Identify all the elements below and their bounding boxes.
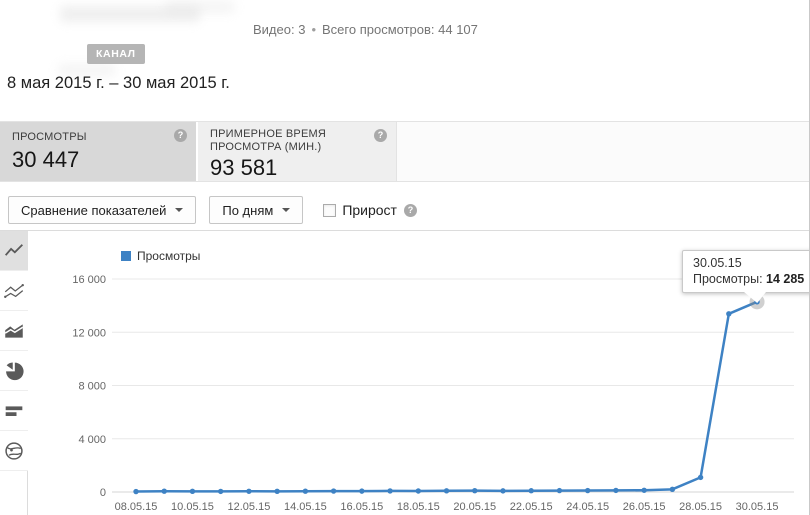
- dropdown-label: По дням: [222, 202, 274, 218]
- chart-type-pie-button[interactable]: [0, 351, 28, 391]
- chart-type-sidebar: [0, 231, 28, 515]
- chart-type-bar-button[interactable]: [0, 391, 28, 431]
- svg-text:12 000: 12 000: [72, 327, 106, 339]
- date-range-title[interactable]: 8 мая 2015 г. – 30 мая 2015 г.: [7, 74, 230, 92]
- chart-type-line-button[interactable]: [0, 231, 28, 271]
- pie-chart-icon: [6, 362, 24, 380]
- metric-card-watch-time[interactable]: ПРИМЕРНОЕ ВРЕМЯ ПРОСМОТРА (МИН.) 93 581 …: [198, 122, 396, 181]
- metric-value: 93 581: [210, 155, 278, 180]
- help-icon[interactable]: ?: [174, 129, 187, 142]
- svg-text:16.05.15: 16.05.15: [340, 501, 383, 513]
- svg-text:26.05.15: 26.05.15: [623, 501, 666, 513]
- svg-text:4 000: 4 000: [78, 434, 106, 446]
- svg-text:8 000: 8 000: [78, 381, 106, 393]
- controls-row: Сравнение показателей По дням Прирост ?: [8, 196, 417, 224]
- tooltip-metric-label: Просмотры:: [693, 272, 763, 286]
- channel-stats: Видео: 3 • Всего просмотров: 44 107: [253, 22, 478, 37]
- chevron-down-icon: [175, 208, 184, 212]
- chevron-down-icon: [282, 208, 291, 212]
- chart-type-multiline-button[interactable]: [0, 271, 28, 311]
- svg-text:16 000: 16 000: [72, 274, 106, 286]
- svg-text:08.05.15: 08.05.15: [115, 501, 158, 513]
- granularity-dropdown[interactable]: По дням: [209, 196, 304, 224]
- compare-metrics-dropdown[interactable]: Сравнение показателей: [8, 196, 197, 224]
- growth-checkbox[interactable]: Прирост: [323, 202, 397, 218]
- help-icon[interactable]: ?: [403, 203, 417, 217]
- channel-type-badge: КАНАЛ: [87, 44, 145, 64]
- area-chart-icon: [4, 323, 24, 338]
- svg-text:20.05.15: 20.05.15: [453, 501, 496, 513]
- svg-text:28.05.15: 28.05.15: [679, 501, 722, 513]
- bar-chart-icon: [5, 405, 23, 416]
- chart-legend: Просмотры: [121, 249, 200, 263]
- line-chart-icon: [4, 243, 23, 256]
- help-icon[interactable]: ?: [374, 129, 387, 142]
- metrics-row: ПРОСМОТРЫ 30 447 ? ПРИМЕРНОЕ ВРЕМЯ ПРОСМ…: [0, 121, 809, 182]
- total-views: Всего просмотров: 44 107: [322, 22, 478, 37]
- tooltip-value: 14 285: [766, 272, 805, 286]
- svg-text:12.05.15: 12.05.15: [228, 501, 271, 513]
- svg-text:18.05.15: 18.05.15: [397, 501, 440, 513]
- channel-name-redacted: [165, 1, 235, 13]
- metric-label: ПРОСМОТРЫ: [12, 131, 87, 143]
- channel-name-redacted: [60, 6, 200, 22]
- chart-area[interactable]: Просмотры 0 4 000 8 000 12 000 16 000 08.05.1…: [28, 231, 809, 515]
- metric-value: 30 447: [12, 147, 80, 172]
- chart-type-map-button[interactable]: [0, 431, 28, 471]
- svg-text:24.05.15: 24.05.15: [566, 501, 609, 513]
- legend-swatch: [121, 251, 131, 261]
- multiline-chart-icon: [4, 283, 24, 298]
- chart-tooltip: 30.05.15 Просмотры: 14 285: [682, 250, 809, 293]
- chart-section: Просмотры 0 4 000 8 000 12 000 16 000 08.05.1…: [0, 230, 809, 515]
- videos-count: Видео: 3: [253, 22, 306, 37]
- separator-dot: •: [311, 22, 316, 37]
- svg-text:14.05.15: 14.05.15: [284, 501, 327, 513]
- dropdown-label: Сравнение показателей: [21, 202, 167, 218]
- metric-card-views[interactable]: ПРОСМОТРЫ 30 447 ?: [0, 122, 196, 181]
- svg-text:30.05.15: 30.05.15: [736, 501, 779, 513]
- tooltip-date: 30.05.15: [693, 256, 742, 270]
- metrics-filler: [396, 122, 809, 181]
- globe-icon: [5, 441, 23, 460]
- legend-label: Просмотры: [137, 249, 201, 263]
- svg-text:22.05.15: 22.05.15: [510, 501, 553, 513]
- svg-text:0: 0: [100, 487, 106, 499]
- chart-type-area-button[interactable]: [0, 311, 28, 351]
- metric-label: ПРИМЕРНОЕ ВРЕМЯ ПРОСМОТРА (МИН.): [210, 128, 326, 153]
- tooltip-tail: [744, 292, 766, 303]
- checkbox-label: Прирост: [342, 202, 397, 218]
- channel-name-redacted: [58, 64, 116, 76]
- svg-text:10.05.15: 10.05.15: [171, 501, 214, 513]
- checkbox-box[interactable]: [323, 203, 337, 217]
